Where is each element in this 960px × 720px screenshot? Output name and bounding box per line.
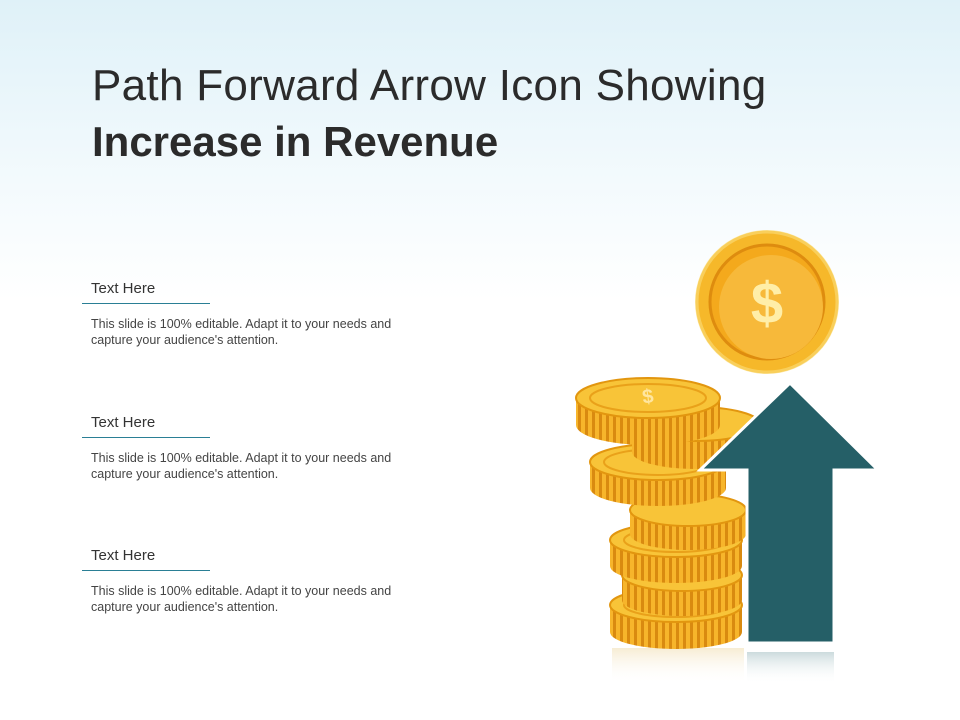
text-block-2: Text Here This slide is 100% editable. A… [82, 414, 422, 482]
text-block-heading: Text Here [82, 280, 210, 304]
title-line-1: Path Forward Arrow Icon Showing [92, 61, 767, 110]
text-block-3: Text Here This slide is 100% editable. A… [82, 547, 422, 615]
text-block-body: This slide is 100% editable. Adapt it to… [91, 451, 392, 481]
stack-coin-symbol: $ [641, 385, 655, 408]
slide-title: Path Forward Arrow Icon Showing Increase… [92, 58, 912, 170]
text-block-heading: Text Here [82, 547, 210, 571]
coin-stack-icon: $ [575, 377, 761, 649]
dollar-coin-icon: $ [695, 230, 839, 374]
title-line-2: Increase in Revenue [92, 118, 499, 165]
revenue-graphic: $ $ [575, 230, 882, 684]
text-block-body: This slide is 100% editable. Adapt it to… [91, 584, 392, 614]
text-block-body: This slide is 100% editable. Adapt it to… [91, 317, 392, 347]
dollar-symbol: $ [751, 271, 783, 336]
text-block-1: Text Here This slide is 100% editable. A… [82, 280, 422, 348]
text-block-heading: Text Here [82, 414, 210, 438]
up-arrow-icon [696, 380, 882, 645]
